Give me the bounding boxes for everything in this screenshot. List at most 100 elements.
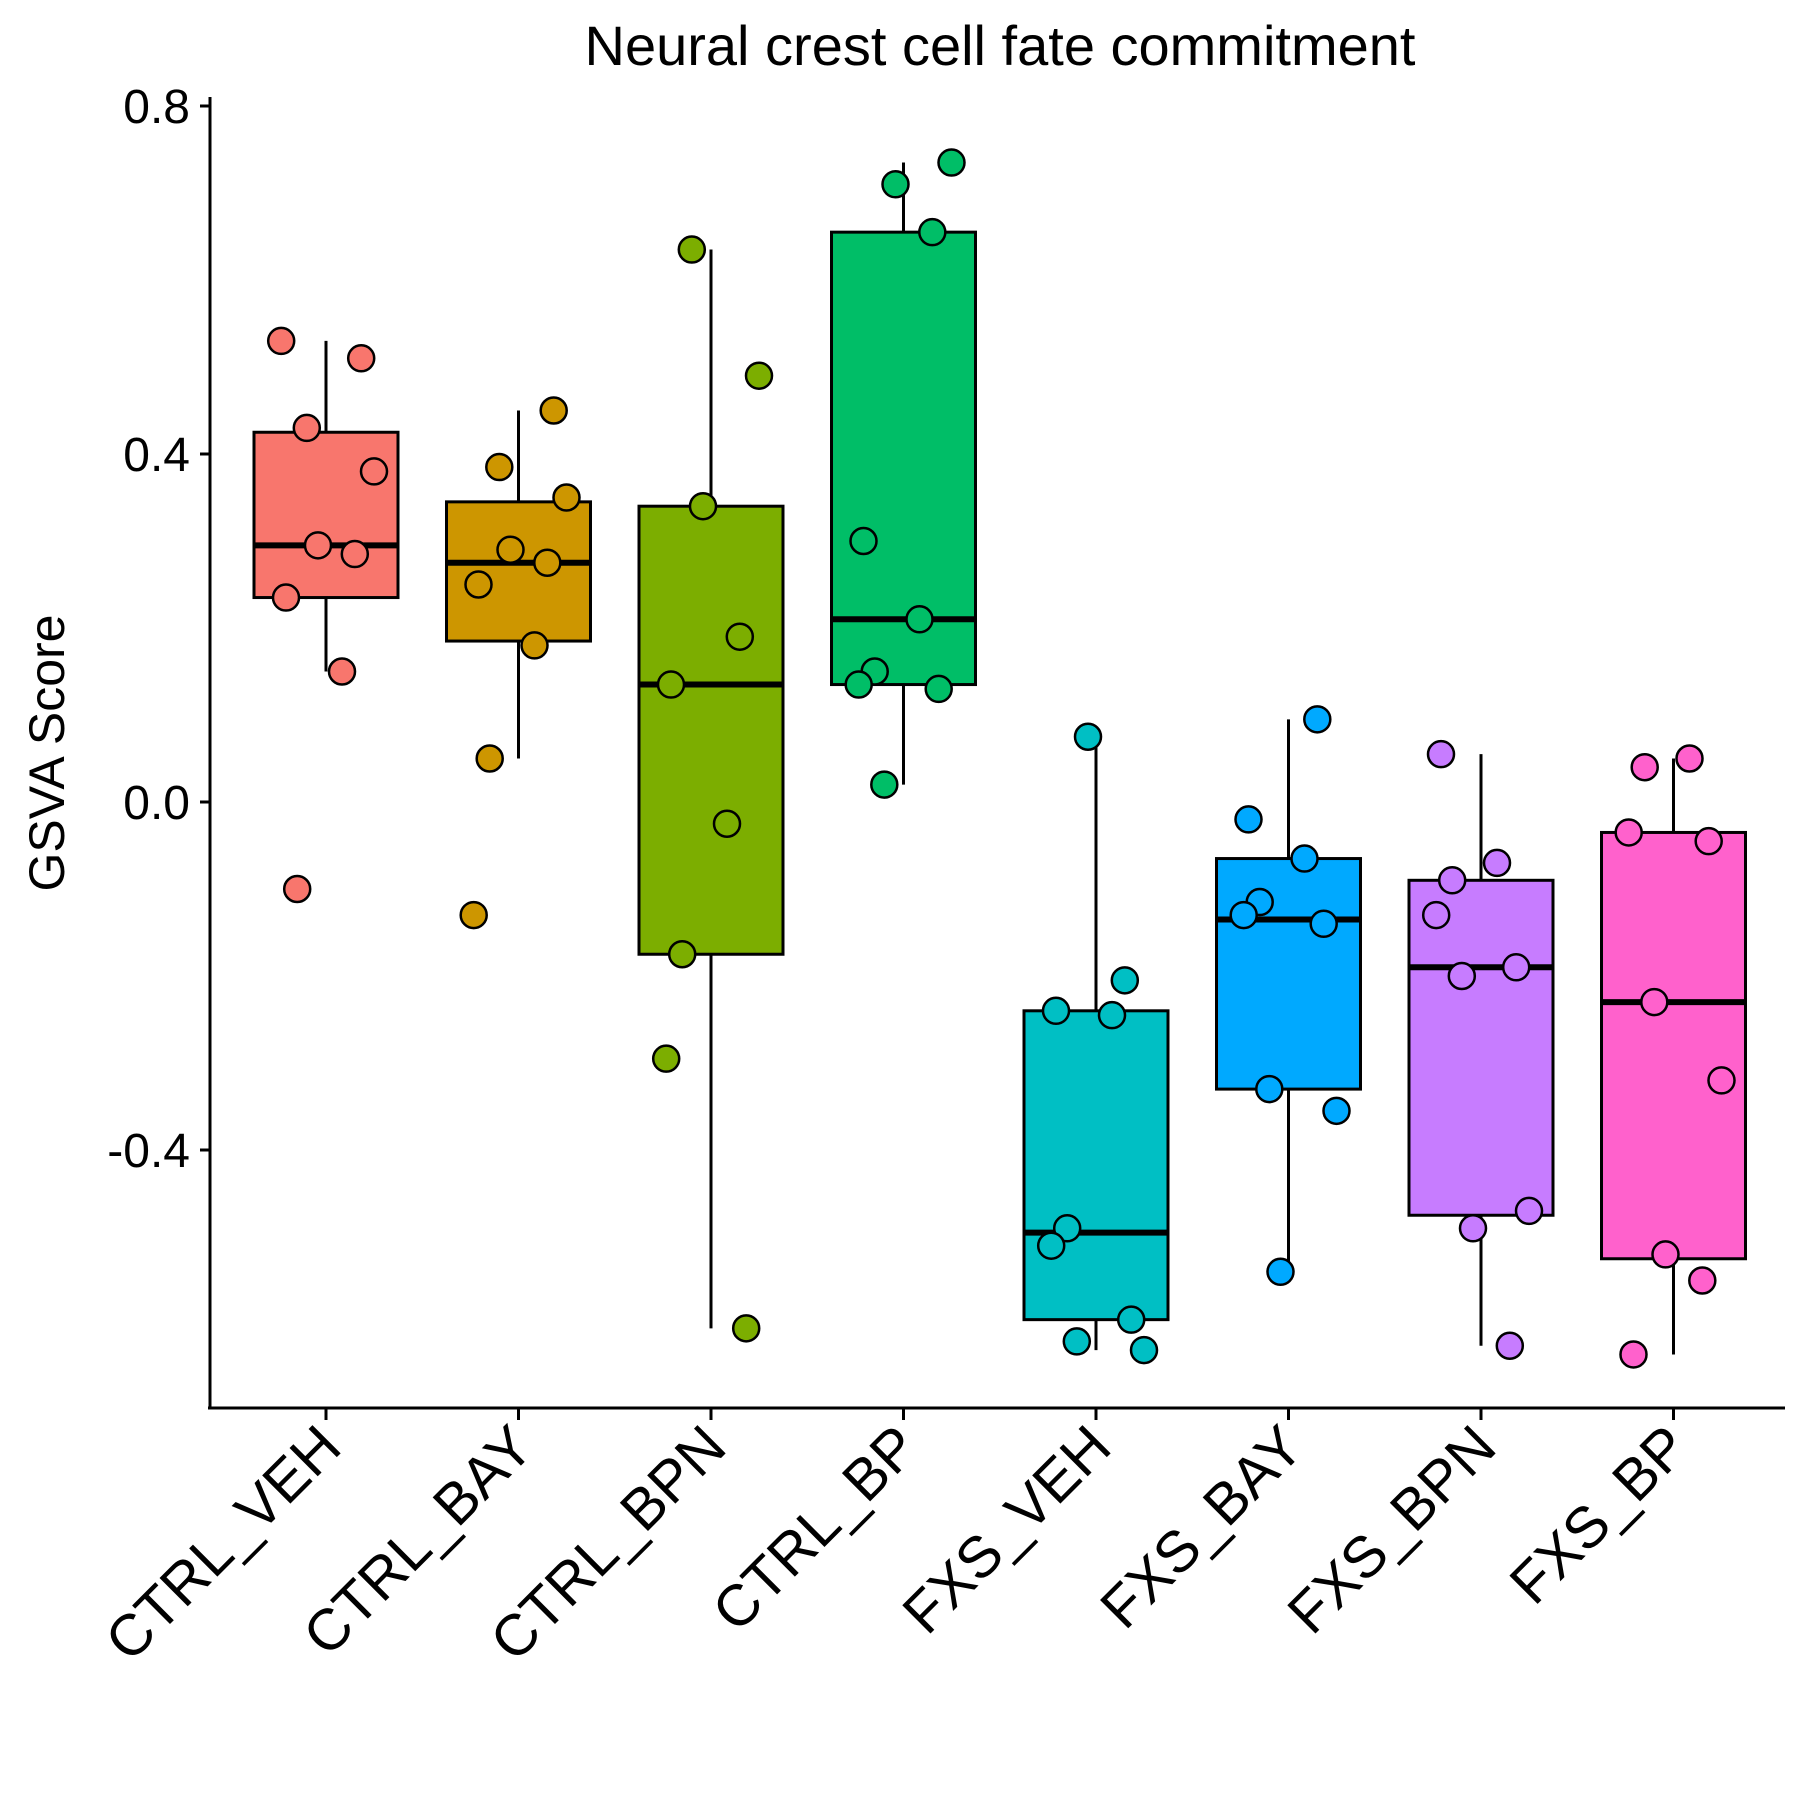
data-point (1495, 1331, 1525, 1360)
data-point (651, 1044, 681, 1073)
box-group-fxs-veh (1022, 722, 1170, 1365)
data-point (1073, 722, 1103, 751)
data-point (712, 809, 742, 838)
data-point (667, 940, 697, 969)
x-tick-label: FXS_BP (1497, 1413, 1700, 1616)
data-point (1694, 826, 1723, 856)
data-point (1322, 1096, 1351, 1126)
box-group-ctrl-veh (252, 326, 400, 904)
box-group-ctrl-bay (445, 396, 592, 930)
data-point (496, 535, 525, 564)
data-point (266, 326, 296, 356)
plot-area (252, 148, 1747, 1369)
box (445, 500, 592, 643)
data-point (1619, 1340, 1648, 1369)
data-point (1630, 752, 1659, 782)
data-point (346, 344, 376, 373)
data-point (744, 361, 774, 390)
data-point (924, 674, 953, 704)
data-point (464, 570, 493, 599)
data-point (1421, 900, 1451, 930)
data-point (1255, 1074, 1284, 1104)
data-point (292, 413, 322, 443)
data-point (1309, 909, 1338, 939)
data-point (1229, 900, 1258, 930)
data-point (1437, 866, 1467, 895)
data-point (1062, 1327, 1092, 1356)
data-point (271, 583, 301, 612)
box-group-fxs-bpn (1407, 739, 1555, 1360)
data-point (327, 657, 357, 686)
box (1600, 830, 1747, 1261)
data-point (1052, 1214, 1082, 1243)
data-point (677, 235, 707, 264)
data-point (1640, 987, 1669, 1017)
data-point (520, 631, 549, 660)
data-point (459, 900, 488, 930)
data-point (918, 217, 947, 247)
x-tick-label: FXS_VEH (890, 1413, 1123, 1646)
box-group-ctrl-bpn (637, 235, 785, 1343)
y-tick-label: 0.8 (123, 81, 190, 134)
data-point (881, 170, 910, 199)
box (252, 430, 400, 600)
chart-title: Neural crest cell fate commitment (585, 14, 1416, 77)
data-point (1514, 1196, 1544, 1226)
data-point (725, 622, 755, 651)
data-point (1097, 1000, 1127, 1030)
y-tick-label: 0.4 (123, 429, 190, 482)
data-point (1688, 1266, 1717, 1295)
data-point (1036, 1231, 1066, 1260)
data-point (533, 548, 562, 577)
data-point (1234, 805, 1263, 834)
box (1022, 1009, 1170, 1322)
data-point (905, 605, 934, 634)
data-point (1116, 1305, 1146, 1334)
box (1407, 878, 1555, 1217)
data-point (340, 539, 370, 569)
data-point (1426, 739, 1456, 769)
data-point (1110, 966, 1140, 995)
data-point (849, 526, 878, 556)
data-point (1501, 953, 1531, 982)
data-point (552, 483, 581, 512)
data-point (1041, 996, 1071, 1026)
data-point (731, 1314, 761, 1343)
box (637, 504, 785, 956)
data-point (1458, 1214, 1488, 1243)
data-point (656, 670, 686, 699)
x-tick-label: CTRL_BP (700, 1413, 931, 1644)
data-point (1129, 1335, 1159, 1365)
box (1215, 857, 1362, 1091)
y-tick-label: 0.0 (123, 777, 190, 830)
x-tick-label: FXS_BPN (1275, 1413, 1508, 1646)
data-point (1707, 1066, 1736, 1095)
data-point (1482, 848, 1512, 878)
data-point (485, 452, 514, 482)
box-group-ctrl-bp (830, 148, 977, 799)
data-point (1614, 818, 1643, 847)
data-point (870, 770, 899, 799)
x-axis-ticks: CTRL_VEHCTRL_BAYCTRL_BPNCTRL_BPFXS_VEHFX… (93, 1408, 1701, 1673)
data-point (1675, 744, 1704, 773)
box-group-fxs-bay (1215, 705, 1362, 1287)
y-axis-label: GSVA Score (19, 615, 75, 892)
data-point (539, 396, 568, 425)
data-point (1447, 961, 1477, 991)
y-tick-label: -0.4 (107, 1125, 190, 1178)
data-point (475, 744, 504, 773)
data-point (1651, 1240, 1680, 1269)
data-point (1266, 1257, 1295, 1287)
box-group-fxs-bp (1600, 744, 1747, 1369)
data-point (844, 670, 873, 699)
data-point (359, 457, 389, 486)
data-point (282, 874, 312, 904)
data-point (937, 148, 966, 177)
y-axis-ticks: -0.4 0.0 0.4 0.8 (107, 81, 210, 1178)
data-point (1303, 705, 1332, 734)
box (830, 230, 977, 687)
data-point (303, 531, 333, 560)
data-point (1290, 844, 1319, 873)
data-point (688, 491, 718, 521)
